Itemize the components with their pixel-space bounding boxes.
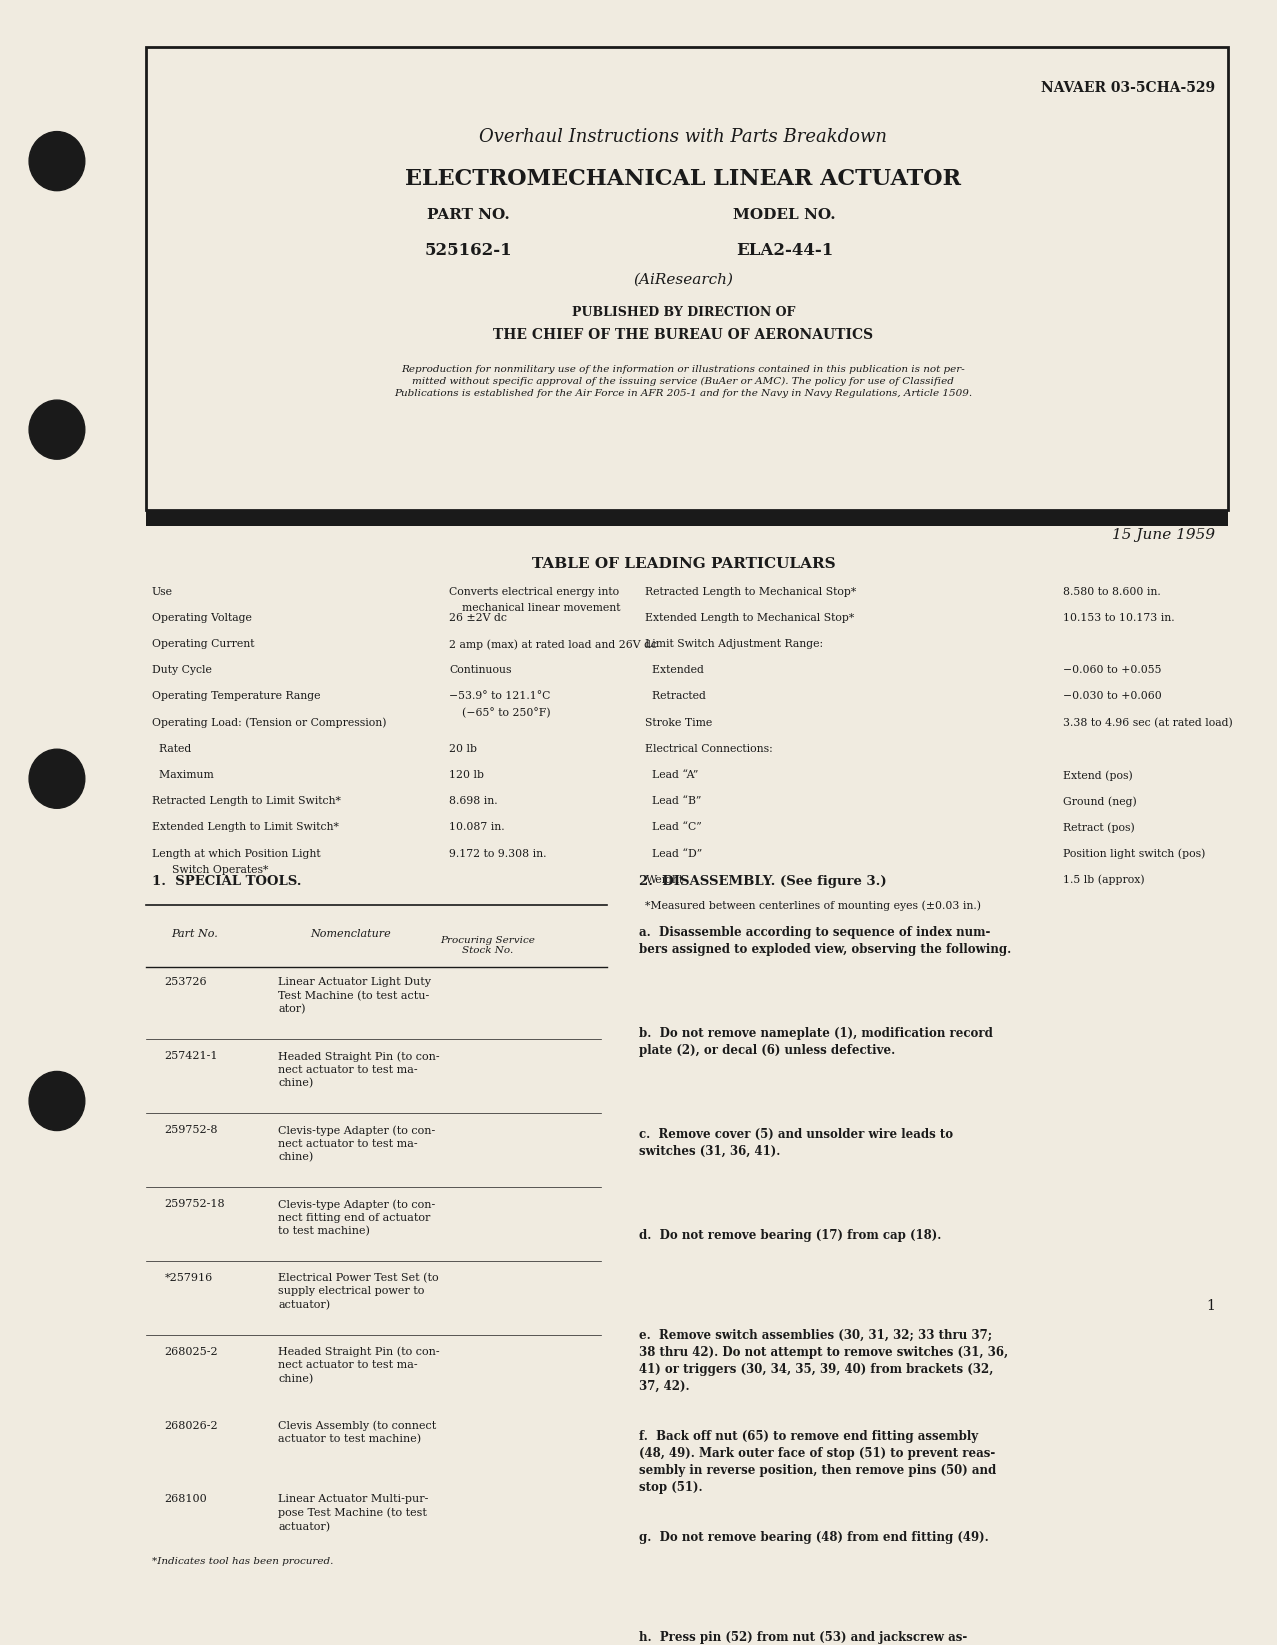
Text: *Indicates tool has been procured.: *Indicates tool has been procured.	[152, 1558, 333, 1566]
Text: 268026-2: 268026-2	[165, 1421, 218, 1431]
Bar	[146, 510, 1227, 526]
Text: 525162-1: 525162-1	[424, 242, 512, 258]
Text: 8.698 in.: 8.698 in.	[450, 796, 498, 806]
Text: 9.172 to 9.308 in.: 9.172 to 9.308 in.	[450, 849, 547, 859]
Text: Rated: Rated	[152, 744, 192, 753]
Text: Weight: Weight	[645, 875, 683, 885]
Text: Retract (pos): Retract (pos)	[1062, 822, 1135, 832]
Text: −53.9° to 121.1°C: −53.9° to 121.1°C	[450, 691, 550, 701]
Text: Lead “D”: Lead “D”	[645, 849, 702, 859]
Text: Lead “A”: Lead “A”	[645, 770, 699, 780]
Text: mechanical linear movement: mechanical linear movement	[462, 602, 621, 614]
Circle shape	[29, 1071, 84, 1130]
Text: 1: 1	[1205, 1300, 1214, 1313]
Text: 10.153 to 10.173 in.: 10.153 to 10.173 in.	[1062, 614, 1175, 623]
Text: Extended Length to Limit Switch*: Extended Length to Limit Switch*	[152, 822, 338, 832]
Text: Operating Load: (Tension or Compression): Operating Load: (Tension or Compression)	[152, 717, 387, 729]
Text: 3.38 to 4.96 sec (at rated load): 3.38 to 4.96 sec (at rated load)	[1062, 717, 1232, 729]
Text: 15 June 1959: 15 June 1959	[1112, 528, 1214, 541]
Text: 1.  SPECIAL TOOLS.: 1. SPECIAL TOOLS.	[152, 875, 301, 888]
Text: PUBLISHED BY DIRECTION OF: PUBLISHED BY DIRECTION OF	[572, 306, 796, 319]
Text: Lead “B”: Lead “B”	[645, 796, 702, 806]
Text: 268100: 268100	[165, 1494, 207, 1505]
Text: 20 lb: 20 lb	[450, 744, 478, 753]
Circle shape	[29, 132, 84, 191]
Text: Extended Length to Mechanical Stop*: Extended Length to Mechanical Stop*	[645, 614, 854, 623]
Text: *257916: *257916	[165, 1273, 213, 1283]
Text: Continuous: Continuous	[450, 665, 512, 676]
Text: Lead “C”: Lead “C”	[645, 822, 702, 832]
Text: Clevis-type Adapter (to con-
nect fitting end of actuator
to test machine): Clevis-type Adapter (to con- nect fittin…	[278, 1199, 435, 1237]
Text: THE CHIEF OF THE BUREAU OF AERONAUTICS: THE CHIEF OF THE BUREAU OF AERONAUTICS	[493, 327, 873, 342]
Text: (AiResearch): (AiResearch)	[633, 273, 733, 286]
Text: *Measured between centerlines of mounting eyes (±0.03 in.): *Measured between centerlines of mountin…	[645, 901, 982, 911]
Text: ELA2-44-1: ELA2-44-1	[736, 242, 834, 258]
Text: PART NO.: PART NO.	[427, 209, 510, 222]
Text: 257421-1: 257421-1	[165, 1051, 218, 1061]
Text: Linear Actuator Multi-pur-
pose Test Machine (to test
actuator): Linear Actuator Multi-pur- pose Test Mac…	[278, 1494, 429, 1531]
Text: Retracted Length to Limit Switch*: Retracted Length to Limit Switch*	[152, 796, 341, 806]
Text: 10.087 in.: 10.087 in.	[450, 822, 504, 832]
Circle shape	[29, 748, 84, 808]
Text: TABLE OF LEADING PARTICULARS: TABLE OF LEADING PARTICULARS	[531, 558, 835, 571]
Text: Clevis Assembly (to connect
actuator to test machine): Clevis Assembly (to connect actuator to …	[278, 1421, 437, 1444]
Text: c.  Remove cover (5) and unsolder wire leads to
switches (31, 36, 41).: c. Remove cover (5) and unsolder wire le…	[638, 1128, 953, 1158]
Text: d.  Do not remove bearing (17) from cap (18).: d. Do not remove bearing (17) from cap (…	[638, 1229, 941, 1242]
Text: Length at which Position Light: Length at which Position Light	[152, 849, 321, 859]
Text: 26 ±2V dc: 26 ±2V dc	[450, 614, 507, 623]
Text: e.  Remove switch assemblies (30, 31, 32; 33 thru 37;
38 thru 42). Do not attemp: e. Remove switch assemblies (30, 31, 32;…	[638, 1329, 1009, 1393]
Text: 2 amp (max) at rated load and 26V dc: 2 amp (max) at rated load and 26V dc	[450, 640, 658, 650]
Text: Duty Cycle: Duty Cycle	[152, 665, 212, 676]
Text: Operating Temperature Range: Operating Temperature Range	[152, 691, 321, 701]
Text: Limit Switch Adjustment Range:: Limit Switch Adjustment Range:	[645, 640, 824, 650]
Text: Procuring Service
Stock No.: Procuring Service Stock No.	[439, 936, 535, 956]
Text: Maximum: Maximum	[152, 770, 213, 780]
Text: Headed Straight Pin (to con-
nect actuator to test ma-
chine): Headed Straight Pin (to con- nect actuat…	[278, 1051, 441, 1089]
Text: 259752-8: 259752-8	[165, 1125, 218, 1135]
Text: Extended: Extended	[645, 665, 705, 676]
Text: Ground (neg): Ground (neg)	[1062, 796, 1137, 806]
Text: Headed Straight Pin (to con-
nect actuator to test ma-
chine): Headed Straight Pin (to con- nect actuat…	[278, 1347, 441, 1383]
Text: Operating Voltage: Operating Voltage	[152, 614, 252, 623]
Text: 253726: 253726	[165, 977, 207, 987]
Text: h.  Press pin (52) from nut (53) and jackscrew as-
sembly (63). Remove nut from : h. Press pin (52) from nut (53) and jack…	[638, 1632, 976, 1645]
Text: Overhaul Instructions with Parts Breakdown: Overhaul Instructions with Parts Breakdo…	[479, 128, 888, 145]
Text: MODEL NO.: MODEL NO.	[733, 209, 836, 222]
Text: Converts electrical energy into: Converts electrical energy into	[450, 587, 619, 597]
Text: 259752-18: 259752-18	[165, 1199, 225, 1209]
Text: b.  Do not remove nameplate (1), modification record
plate (2), or decal (6) unl: b. Do not remove nameplate (1), modifica…	[638, 1026, 994, 1058]
Text: −0.030 to +0.060: −0.030 to +0.060	[1062, 691, 1162, 701]
Text: 1.5 lb (approx): 1.5 lb (approx)	[1062, 875, 1144, 885]
Text: Stroke Time: Stroke Time	[645, 717, 713, 727]
Text: Use: Use	[152, 587, 172, 597]
Text: (−65° to 250°F): (−65° to 250°F)	[462, 707, 550, 719]
Text: Retracted Length to Mechanical Stop*: Retracted Length to Mechanical Stop*	[645, 587, 857, 597]
Text: f.  Back off nut (65) to remove end fitting assembly
(48, 49). Mark outer face o: f. Back off nut (65) to remove end fitti…	[638, 1430, 996, 1494]
Text: Operating Current: Operating Current	[152, 640, 254, 650]
Text: Extend (pos): Extend (pos)	[1062, 770, 1133, 781]
Text: Position light switch (pos): Position light switch (pos)	[1062, 849, 1205, 859]
Text: Electrical Connections:: Electrical Connections:	[645, 744, 773, 753]
Text: 268025-2: 268025-2	[165, 1347, 218, 1357]
Text: Part No.: Part No.	[171, 929, 217, 939]
Circle shape	[29, 400, 84, 459]
Bar	[146, 48, 1227, 510]
Text: Nomenclature: Nomenclature	[310, 929, 391, 939]
Text: 120 lb: 120 lb	[450, 770, 484, 780]
Text: 8.580 to 8.600 in.: 8.580 to 8.600 in.	[1062, 587, 1161, 597]
Text: a.  Disassemble according to sequence of index num-
bers assigned to exploded vi: a. Disassemble according to sequence of …	[638, 926, 1011, 956]
Text: Linear Actuator Light Duty
Test Machine (to test actu-
ator): Linear Actuator Light Duty Test Machine …	[278, 977, 432, 1015]
Text: −0.060 to +0.055: −0.060 to +0.055	[1062, 665, 1162, 676]
Text: Retracted: Retracted	[645, 691, 706, 701]
Text: ELECTROMECHANICAL LINEAR ACTUATOR: ELECTROMECHANICAL LINEAR ACTUATOR	[405, 168, 962, 189]
Text: NAVAER 03-5CHA-529: NAVAER 03-5CHA-529	[1041, 81, 1214, 94]
Text: Reproduction for nonmilitary use of the information or illustrations contained i: Reproduction for nonmilitary use of the …	[395, 365, 973, 398]
Text: Switch Operates*: Switch Operates*	[165, 865, 268, 875]
Text: 2.  DISASSEMBLY. (See figure 3.): 2. DISASSEMBLY. (See figure 3.)	[638, 875, 886, 888]
Text: g.  Do not remove bearing (48) from end fitting (49).: g. Do not remove bearing (48) from end f…	[638, 1530, 988, 1543]
Text: Electrical Power Test Set (to
supply electrical power to
actuator): Electrical Power Test Set (to supply ele…	[278, 1273, 439, 1309]
Text: Clevis-type Adapter (to con-
nect actuator to test ma-
chine): Clevis-type Adapter (to con- nect actuat…	[278, 1125, 435, 1163]
